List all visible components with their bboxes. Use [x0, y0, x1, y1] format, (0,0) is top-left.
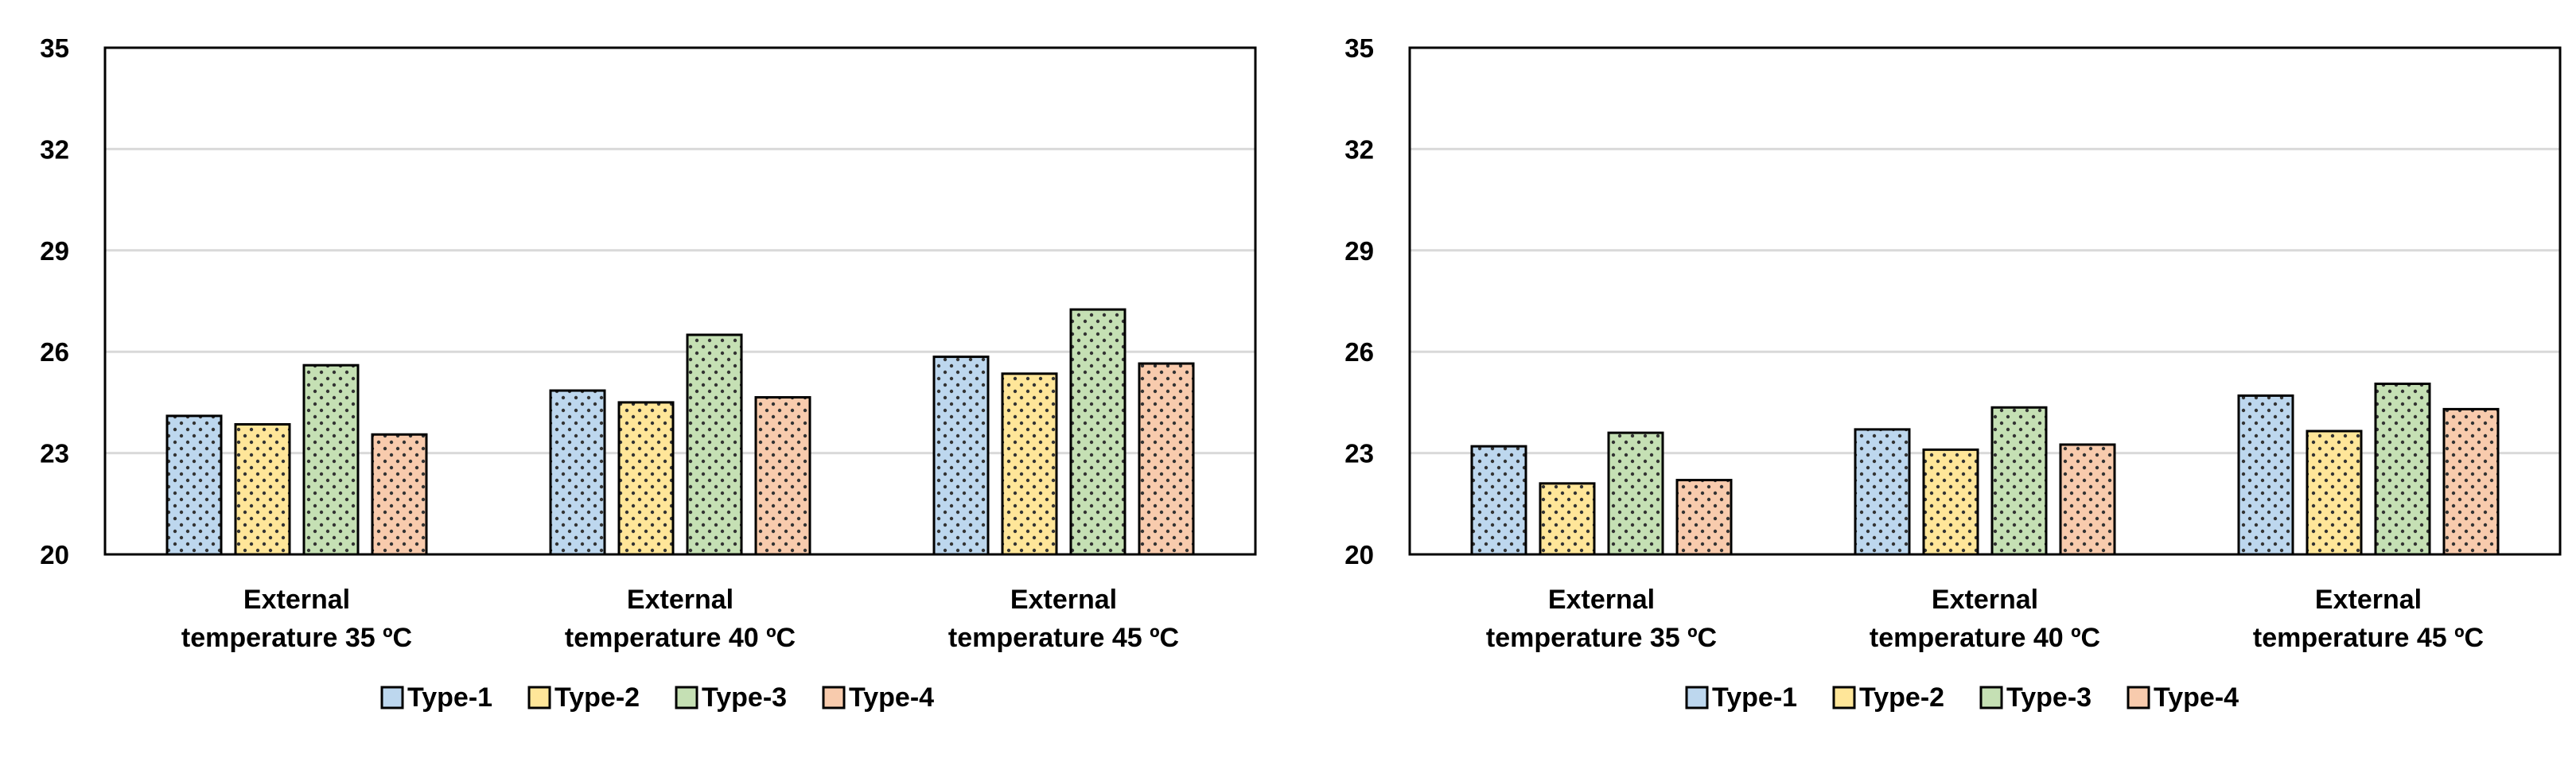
- x-category-label: External: [1010, 585, 1117, 615]
- x-category-label: temperature 35 ºC: [181, 623, 412, 653]
- bar-pattern: [234, 423, 291, 556]
- bar-pattern: [2306, 430, 2363, 556]
- x-category-label: External: [1548, 585, 1655, 615]
- bar-pattern: [1138, 362, 1195, 556]
- bar-pattern: [1922, 448, 1979, 556]
- legend-swatch: [1832, 686, 1856, 709]
- legend-label: Type-2: [1859, 682, 1944, 713]
- y-tick-label: 32: [1344, 134, 1374, 164]
- x-category-label: temperature 35 ºC: [1486, 623, 1717, 653]
- y-tick-label: 20: [1344, 540, 1374, 569]
- legend-swatch: [822, 686, 846, 709]
- y-tick-label: 23: [40, 439, 69, 468]
- x-category-label: External: [243, 585, 350, 615]
- bar-pattern: [932, 356, 990, 556]
- plot-area: [103, 46, 1257, 556]
- legend-swatch: [1979, 686, 2003, 709]
- legend-label: Type-3: [2006, 682, 2092, 713]
- y-tick-label: 35: [40, 33, 69, 63]
- bar-pattern: [1470, 445, 1527, 556]
- y-tick-label: 26: [40, 337, 69, 367]
- legend-swatch: [380, 686, 404, 709]
- bar-pattern: [1854, 428, 1911, 556]
- y-tick-label: 23: [1344, 439, 1374, 468]
- bar-pattern: [2442, 407, 2500, 556]
- legend-label: Type-1: [1712, 682, 1797, 713]
- bar-pattern: [1001, 372, 1058, 556]
- y-tick-label: 26: [1344, 337, 1374, 367]
- legend-label: Type-1: [407, 682, 492, 713]
- bar-pattern: [371, 433, 428, 556]
- bar-pattern: [165, 414, 223, 556]
- x-category-label: temperature 45 ºC: [2253, 623, 2484, 653]
- bar-pattern: [1069, 308, 1127, 556]
- bar-pattern: [1675, 479, 1733, 556]
- legend-swatch: [2127, 686, 2150, 709]
- bar-pattern: [2059, 443, 2116, 556]
- x-category-label: External: [627, 585, 733, 615]
- y-tick-label: 20: [40, 540, 69, 569]
- legend-swatch: [675, 686, 698, 709]
- legend-swatch: [1685, 686, 1709, 709]
- chart-right: 20 23 26 29 32 35 External temperature 35 ºC Ext…: [1344, 33, 2562, 713]
- x-category-label: External: [2315, 585, 2422, 615]
- x-category-label: temperature 40 ºC: [1870, 623, 2100, 653]
- bar-pattern: [1607, 431, 1664, 556]
- bar-pattern: [2374, 383, 2431, 556]
- y-tick-label: 29: [1344, 236, 1374, 266]
- legend-label: Type-3: [702, 682, 787, 713]
- x-category-label: temperature 40 ºC: [565, 623, 796, 653]
- chart-left: 20 23 26 29 32 35 External temperature 35 ºC Ext…: [40, 33, 1257, 713]
- legend-label: Type-2: [555, 682, 640, 713]
- legend-swatch: [527, 686, 551, 709]
- bar-pattern: [549, 389, 606, 556]
- y-tick-label: 32: [40, 134, 69, 164]
- legend-label: Type-4: [849, 682, 934, 713]
- y-tick-label: 35: [1344, 33, 1374, 63]
- x-category-label: temperature 45 ºC: [948, 623, 1179, 653]
- legend-label: Type-4: [2154, 682, 2239, 713]
- bar-pattern: [1990, 406, 2048, 556]
- bar-pattern: [617, 401, 675, 556]
- bar-pattern: [686, 333, 743, 556]
- bar-pattern: [1539, 482, 1596, 556]
- plot-area: [1408, 46, 2562, 556]
- bar-pattern: [302, 363, 360, 556]
- bar-pattern: [2237, 394, 2294, 556]
- bar-pattern: [754, 396, 811, 556]
- x-category-label: External: [1932, 585, 2038, 615]
- y-tick-label: 29: [40, 236, 69, 266]
